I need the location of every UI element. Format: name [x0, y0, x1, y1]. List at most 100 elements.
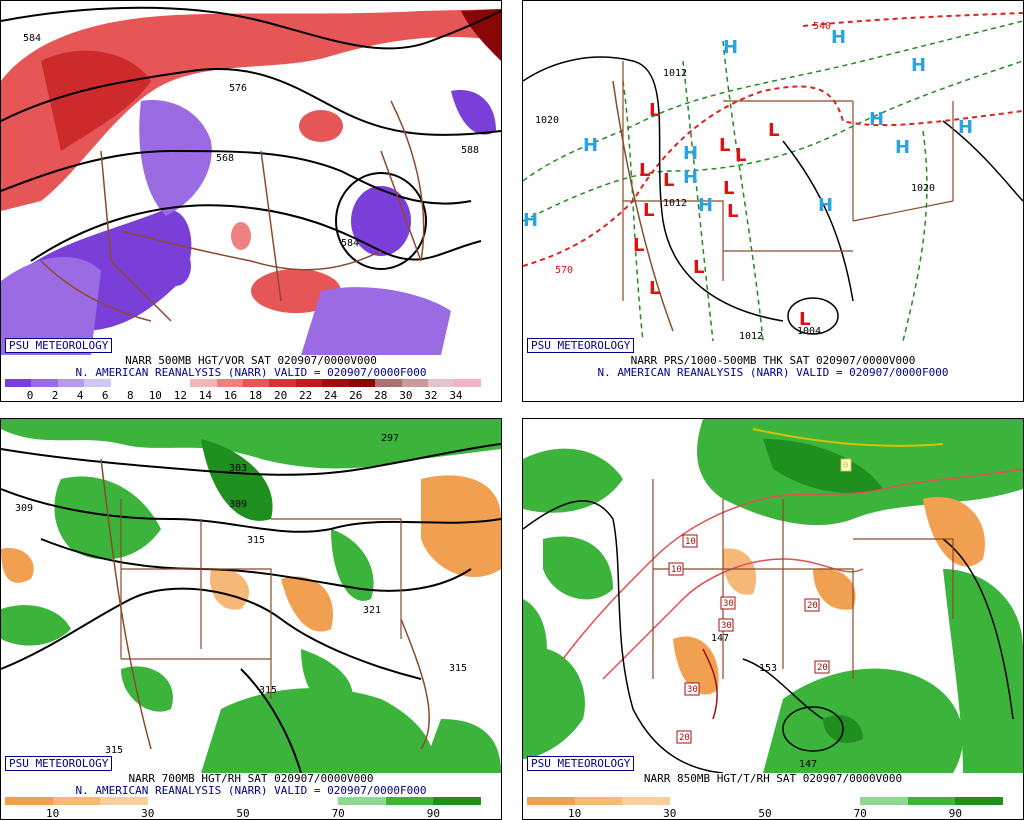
color-scale-bar [527, 797, 1003, 805]
panel-500mb-vorticity: 584 576 568 588 584 PSU METEOROLOGY NARR… [0, 0, 502, 402]
color-scale-swatch [322, 379, 349, 387]
svg-text:H: H [895, 137, 910, 158]
svg-text:L: L [639, 160, 650, 181]
svg-text:L: L [693, 257, 704, 278]
panel-subcaption: N. AMERICAN REANALYSIS (NARR) VALID = 02… [597, 366, 949, 379]
contour-label: 568 [216, 153, 234, 164]
color-scale-ticks: 0 2 4 6 8 10 12 14 16 18 20 22 24 26 28 30 32 34 [5, 389, 481, 401]
svg-text:H: H [583, 135, 598, 156]
color-scale-swatch [433, 797, 481, 805]
color-scale-swatch [338, 797, 386, 805]
color-scale-tick: 24 [324, 389, 338, 402]
color-scale-swatch [401, 379, 428, 387]
svg-text:H: H [958, 117, 973, 138]
color-scale-swatch [375, 379, 402, 387]
svg-text:L: L [649, 278, 660, 299]
panel-caption: NARR 850MB HGT/T/RH SAT 020907/0000V000 [643, 772, 903, 785]
color-scale-swatch [290, 797, 339, 805]
color-scale-swatch [190, 379, 217, 387]
contour-label: 309 [229, 499, 247, 510]
color-scale-swatch [242, 797, 291, 805]
contour-label: 1004 [797, 326, 821, 337]
color-scale-swatch [31, 379, 58, 387]
color-scale-swatch [57, 379, 85, 387]
panel-subcaption: N. AMERICAN REANALYSIS (NARR) VALID = 02… [75, 366, 427, 379]
panel-caption: NARR 700MB HGT/RH SAT 020907/0000V000 [128, 772, 374, 785]
color-scale-swatch [669, 797, 718, 805]
color-scale-tick: 16 [223, 389, 238, 402]
svg-text:H: H [869, 109, 884, 130]
panel-850mb-t-rh: 153 147 147 10 10 30 30 30 20 20 20 0 PS… [522, 418, 1024, 820]
contour-label: 315 [449, 663, 467, 674]
svg-text:L: L [727, 201, 738, 222]
color-scale-tick: 30 [141, 807, 155, 820]
contour-label: 309 [15, 503, 33, 514]
color-scale-swatch [764, 797, 813, 805]
color-scale-swatch [348, 379, 376, 387]
color-scale-swatch [147, 797, 196, 805]
color-scale-swatch [860, 797, 908, 805]
color-scale-swatch [5, 797, 53, 805]
color-scale-swatch [907, 797, 956, 805]
panel-subcaption: N. AMERICAN REANALYSIS (NARR) VALID = 02… [75, 784, 427, 797]
svg-text:H: H [698, 195, 713, 216]
color-scale-swatch [52, 797, 101, 805]
color-scale-bar [5, 379, 481, 387]
temp-label: 10 [685, 537, 696, 547]
svg-text:L: L [719, 135, 730, 156]
color-scale-swatch [195, 797, 243, 805]
svg-text:H: H [523, 210, 538, 231]
color-scale-tick: 0 [26, 389, 34, 402]
svg-text:H: H [723, 37, 738, 58]
color-scale-swatch [454, 379, 481, 387]
color-scale-swatch [812, 797, 861, 805]
color-scale-swatch [295, 379, 323, 387]
contour-label: 584 [23, 33, 41, 44]
contour-label: 315 [247, 535, 265, 546]
color-scale-tick: 30 [663, 807, 677, 820]
color-scale-tick: 28 [374, 389, 388, 402]
color-scale-ticks: 10 30 50 70 90 [5, 807, 481, 819]
color-scale-swatch [717, 797, 765, 805]
color-scale-swatch [5, 379, 32, 387]
color-scale-ticks: 10 30 50 70 90 [527, 807, 1003, 819]
color-scale-tick: 50 [236, 807, 250, 820]
svg-text:H: H [683, 143, 698, 164]
color-scale-swatch [163, 379, 191, 387]
svg-text:L: L [633, 235, 644, 256]
color-scale-tick: 34 [449, 389, 463, 402]
svg-text:L: L [768, 120, 779, 141]
color-scale-tick: 6 [101, 389, 109, 402]
color-scale-tick: 10 [45, 807, 60, 820]
color-scale-tick: 30 [399, 389, 413, 402]
panel-pressure-thickness: H H H H H H H H H H H H L L L L L L L L … [522, 0, 1024, 402]
map-700mb-rh: 309 303 309 315 321 315 315 315 297 [1, 419, 501, 773]
svg-text:L: L [649, 100, 660, 121]
color-scale-tick: 50 [758, 807, 772, 820]
color-scale-tick: 90 [948, 807, 963, 820]
color-scale-swatch [574, 797, 623, 805]
svg-text:L: L [643, 200, 654, 221]
contour-label: 297 [381, 433, 399, 444]
contour-label: 1012 [663, 198, 687, 209]
color-scale-tick: 70 [331, 807, 345, 820]
color-scale-bar [5, 797, 481, 805]
contour-label: 1020 [535, 115, 559, 126]
color-scale-tick: 12 [173, 389, 187, 402]
contour-label: 540 [813, 21, 831, 32]
contour-label: 584 [341, 238, 359, 249]
color-scale-tick: 90 [426, 807, 441, 820]
panel-caption: NARR 500MB HGT/VOR SAT 020907/0000V000 [125, 354, 377, 367]
svg-text:L: L [663, 170, 674, 191]
credit-label: PSU METEOROLOGY [5, 338, 113, 353]
contour-label: 1020 [911, 183, 935, 194]
color-scale-swatch [137, 379, 164, 387]
contour-label: 303 [229, 463, 247, 474]
contour-label: 153 [759, 663, 777, 674]
color-scale-tick: 8 [126, 389, 134, 402]
contour-label: 315 [105, 745, 123, 756]
map-pressure-thickness: H H H H H H H H H H H H L L L L L L L L … [523, 1, 1023, 355]
svg-text:H: H [911, 55, 926, 76]
panel-caption: NARR PRS/1000-500MB THK SAT 020907/0000V… [630, 354, 916, 367]
svg-text:H: H [818, 195, 833, 216]
